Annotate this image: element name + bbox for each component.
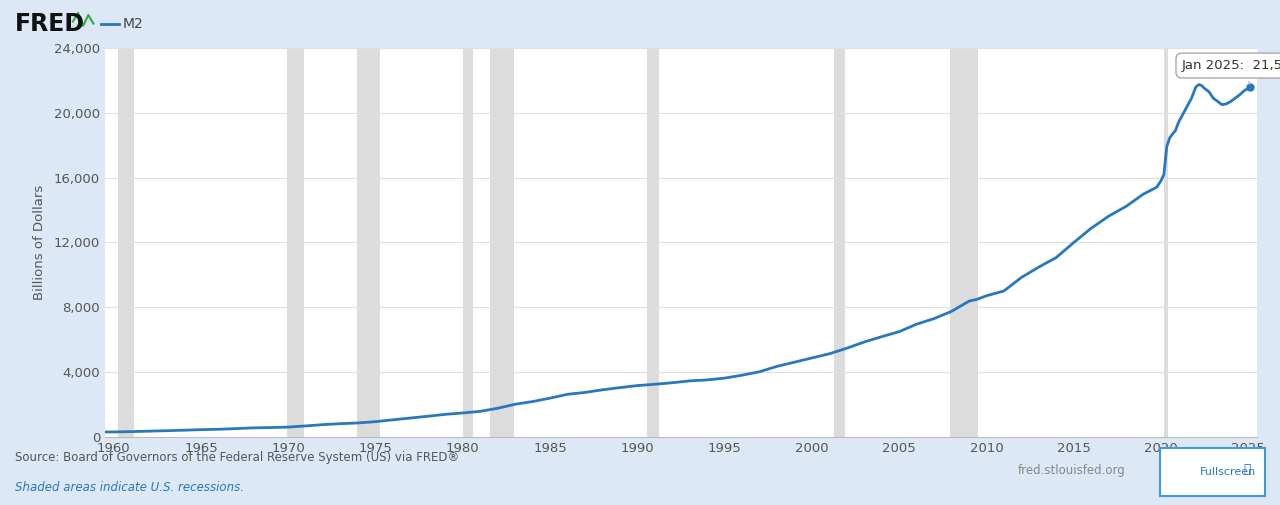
Text: ⛶: ⛶	[1244, 463, 1251, 476]
Text: Shaded areas indicate U.S. recessions.: Shaded areas indicate U.S. recessions.	[15, 481, 244, 494]
Bar	[1164, 48, 1169, 437]
Bar	[833, 48, 845, 437]
Text: FRED: FRED	[15, 12, 86, 36]
Bar	[490, 48, 513, 437]
Bar	[118, 48, 134, 437]
Bar	[950, 48, 978, 437]
Text: fred.stlouisfed.org: fred.stlouisfed.org	[1018, 465, 1125, 477]
Bar	[357, 48, 380, 437]
Text: M2: M2	[123, 17, 143, 31]
Bar	[463, 48, 472, 437]
Y-axis label: Billions of Dollars: Billions of Dollars	[32, 185, 46, 300]
Bar	[648, 48, 659, 437]
Bar	[287, 48, 305, 437]
Text: Jan 2025:  21,561.4: Jan 2025: 21,561.4	[1181, 59, 1280, 85]
Text: Source: Board of Governors of the Federal Reserve System (US) via FRED®: Source: Board of Governors of the Federa…	[15, 451, 460, 464]
Text: Fullscreen: Fullscreen	[1199, 467, 1256, 477]
